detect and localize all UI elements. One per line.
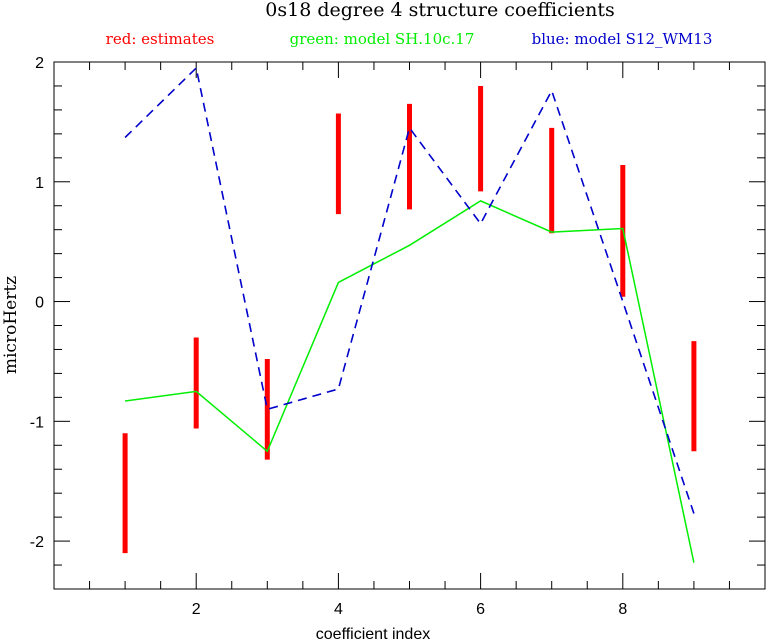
legend-blue: blue: model S12_WM13	[532, 30, 713, 48]
x-axis-label: coefficient index	[316, 626, 430, 641]
series-line	[124, 200, 695, 563]
legend-red: red: estimates	[106, 30, 215, 48]
series-group	[122, 66, 697, 563]
x-tick-label: 6	[476, 601, 485, 618]
chart-title: 0s18 degree 4 structure coefficients	[265, 0, 614, 21]
series-line	[124, 66, 695, 514]
legend-green: green: model SH.10c.17	[290, 30, 475, 48]
x-tick-label: 4	[334, 601, 343, 618]
x-tick-label: 2	[192, 601, 201, 618]
x-tick-label: 8	[618, 601, 627, 618]
y-tick-label: 2	[35, 55, 44, 72]
series-2	[124, 66, 695, 514]
y-tick-label: -2	[30, 534, 44, 551]
axis-tick-labels: 2 4 6 8 -2 -1 0 1 2	[30, 55, 628, 618]
y-tick-label: 1	[35, 175, 44, 192]
series-0	[122, 85, 697, 554]
y-tick-label: -1	[30, 414, 44, 431]
y-axis-label: microHertz	[1, 276, 21, 374]
series-1	[124, 200, 695, 563]
y-tick-label: 0	[35, 295, 44, 312]
axis-ticks	[54, 61, 765, 589]
